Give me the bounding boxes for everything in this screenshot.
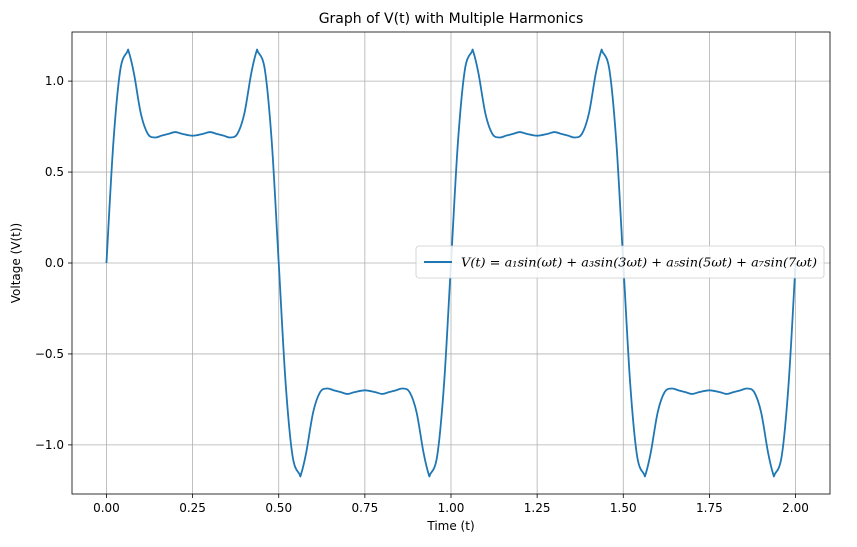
x-tick-label: 1.25 [524,501,551,515]
x-tick-label: 1.50 [610,501,637,515]
x-tick-label: 0.25 [179,501,206,515]
x-tick-label: 0.75 [352,501,379,515]
y-tick-label: 0.0 [45,256,64,270]
x-tick-label: 0.50 [265,501,292,515]
ticks: 0.00 0.25 0.50 0.75 1.00 1.25 1.50 1.75 2.00 −1.0… [35,74,809,515]
legend-entry-label: V(t) = a₁sin(ωt) + a₃sin(3ωt) + a₅sin(5ω… [461,255,817,270]
y-tick-label: −1.0 [35,438,64,452]
chart-title: Graph of V(t) with Multiple Harmonics [319,11,584,27]
y-tick-label: 0.5 [45,165,64,179]
x-tick-label: 1.00 [438,501,465,515]
x-tick-label: 0.00 [93,501,120,515]
y-axis-label: Voltage (V(t)) [9,223,23,303]
x-tick-label: 1.75 [696,501,723,515]
legend-box [415,245,825,279]
y-tick-label: 1.0 [45,74,64,88]
x-tick-label: 2.00 [782,501,809,515]
legend: V(t) = a₁sin(ωt) + a₃sin(3ωt) + a₅sin(5ω… [415,245,825,279]
x-axis-label: Time (t) [426,519,474,533]
y-tick-label: −0.5 [35,347,64,361]
